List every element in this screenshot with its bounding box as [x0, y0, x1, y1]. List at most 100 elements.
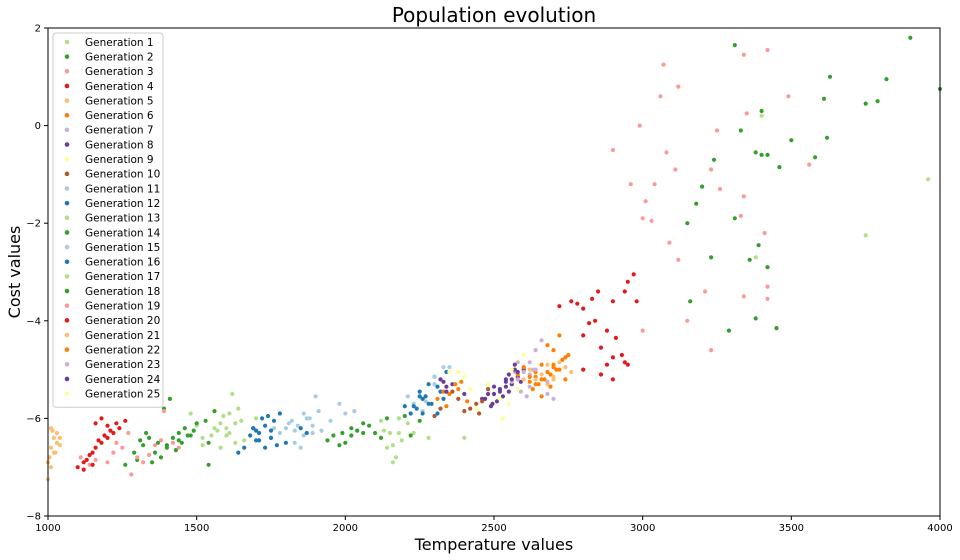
data-point: [99, 416, 104, 421]
data-point: [188, 411, 193, 416]
data-point: [355, 428, 360, 433]
data-point: [625, 279, 630, 284]
series-2: [685, 35, 943, 333]
data-point: [709, 348, 714, 353]
data-point: [753, 255, 758, 260]
data-point: [378, 435, 384, 440]
data-point: [539, 338, 544, 343]
data-point: [277, 430, 282, 436]
data-point: [349, 426, 354, 431]
data-point: [248, 433, 253, 438]
data-point: [569, 299, 574, 304]
data-point: [200, 435, 205, 440]
data-point: [236, 406, 241, 411]
data-point: [598, 372, 604, 377]
data-point: [497, 396, 502, 401]
data-point: [432, 382, 437, 387]
legend-marker: [64, 171, 70, 177]
data-point: [390, 443, 395, 448]
data-point: [158, 438, 164, 443]
legend-marker: [64, 215, 70, 221]
series-17: [200, 413, 401, 448]
data-point: [474, 401, 479, 406]
data-point: [709, 167, 714, 172]
data-point: [610, 377, 616, 382]
data-point: [328, 418, 333, 423]
data-point: [575, 301, 580, 306]
legend-label: Generation 5: [85, 95, 154, 107]
data-point: [581, 367, 586, 372]
data-point: [233, 421, 238, 426]
data-point: [90, 462, 95, 467]
data-point: [212, 426, 217, 431]
data-point: [48, 426, 54, 431]
data-point: [456, 387, 461, 392]
data-point: [114, 421, 119, 426]
data-point: [450, 382, 455, 387]
x-axis-label: Temperature values: [414, 535, 573, 554]
data-point: [176, 438, 181, 443]
data-point: [587, 321, 592, 326]
data-point: [789, 138, 794, 143]
data-point: [509, 367, 514, 372]
data-point: [435, 384, 440, 389]
series-14: [152, 396, 422, 467]
y-tick-label: 2: [35, 24, 41, 35]
series-4: [557, 272, 639, 382]
data-point: [738, 128, 743, 133]
legend-marker: [64, 259, 70, 265]
data-point: [447, 365, 452, 370]
data-point: [756, 243, 761, 248]
legend-marker: [64, 391, 70, 396]
data-point: [521, 365, 526, 370]
data-point: [824, 135, 830, 140]
data-point: [230, 391, 235, 397]
data-point: [310, 430, 315, 436]
data-point: [631, 272, 636, 277]
data-point: [405, 421, 410, 426]
data-point: [593, 318, 598, 323]
legend-label: Generation 25: [85, 388, 160, 400]
legend-marker: [64, 127, 70, 133]
data-point: [152, 450, 158, 455]
data-point: [417, 394, 422, 399]
data-point: [548, 372, 553, 377]
data-point: [283, 426, 288, 431]
data-point: [390, 460, 395, 465]
data-point: [123, 418, 128, 423]
data-point: [123, 462, 128, 467]
legend-marker: [64, 200, 70, 206]
legend-label: Generation 16: [85, 257, 161, 269]
data-point: [310, 423, 315, 428]
data-point: [453, 382, 458, 387]
x-tick-label: 2500: [481, 523, 506, 534]
data-point: [236, 450, 241, 455]
legend-label: Generation 15: [85, 242, 160, 254]
data-point: [569, 369, 574, 375]
data-point: [741, 294, 746, 299]
data-point: [289, 418, 294, 423]
data-point: [435, 396, 440, 401]
series-23: [509, 360, 550, 389]
data-point: [545, 391, 550, 397]
data-point: [224, 433, 229, 438]
series-6: [435, 333, 571, 409]
data-point: [560, 357, 565, 362]
data-point: [227, 430, 232, 436]
data-point: [753, 316, 758, 321]
data-point: [423, 394, 428, 399]
ticks-layer: 1000 1500 2000 2500 3000 3500 4000 −8 −6 −4 −2 0 2: [26, 24, 952, 535]
data-point: [138, 438, 143, 443]
data-point: [381, 428, 387, 433]
data-point: [506, 401, 511, 406]
data-point: [545, 343, 550, 348]
data-point: [337, 401, 342, 406]
data-point: [367, 423, 372, 428]
data-point: [667, 240, 672, 245]
data-point: [75, 465, 80, 470]
series-13: [194, 391, 431, 465]
series-16: [251, 384, 440, 450]
data-point: [503, 379, 508, 384]
data-point: [393, 455, 398, 460]
legend-marker: [64, 98, 70, 103]
